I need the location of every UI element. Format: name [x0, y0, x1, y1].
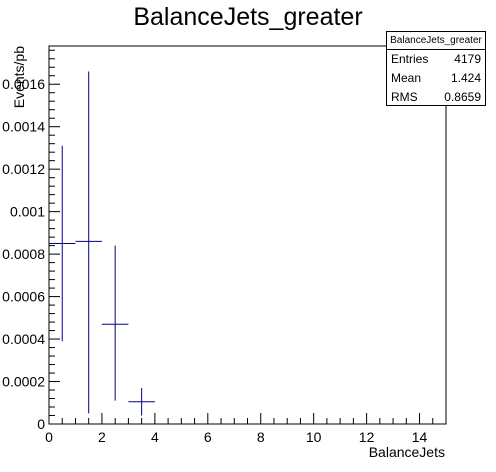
x-tick-label: 4 — [151, 429, 159, 445]
y-tick-label: 0.0012 — [2, 161, 45, 177]
stats-rms-row: RMS 0.8659 — [387, 88, 485, 107]
y-tick-label: 0.0014 — [2, 119, 45, 135]
x-axis: 0 2 4 6 8 10 12 14 — [45, 413, 447, 445]
stats-box: BalanceJets_greater Entries 4179 Mean 1.… — [386, 31, 486, 106]
y-tick-label: 0.0002 — [2, 374, 45, 390]
x-tick-label: 0 — [45, 429, 53, 445]
data-point — [128, 387, 155, 416]
y-tick-label: 0.0006 — [2, 289, 45, 305]
stats-entries-row: Entries 4179 — [387, 50, 485, 69]
data-point — [101, 245, 129, 401]
stats-entries-value: 4179 — [454, 52, 481, 66]
y-tick-label: 0 — [37, 416, 45, 432]
y-tick-label: 0.0008 — [2, 246, 45, 262]
stats-mean-value: 1.424 — [450, 71, 481, 85]
x-tick-label: 10 — [306, 429, 322, 445]
data-points — [49, 71, 155, 416]
x-tick-label: 6 — [204, 429, 212, 445]
y-axis: 0 0.0002 0.0004 0.0006 0.0008 0.001 0.0012 0.00… — [2, 49, 60, 432]
y-tick-label: 0.001 — [10, 204, 45, 220]
stats-rms-label: RMS — [391, 90, 418, 104]
y-tick-label: 0.0016 — [2, 76, 45, 92]
x-tick-label: 12 — [359, 429, 375, 445]
x-tick-label: 8 — [257, 429, 265, 445]
x-axis-label: BalanceJets — [369, 444, 445, 460]
chart-title: BalanceJets_greater — [133, 3, 363, 31]
x-tick-label: 14 — [412, 429, 428, 445]
stats-rms-value: 0.8659 — [444, 90, 481, 104]
stats-entries-label: Entries — [391, 52, 429, 66]
stats-mean-row: Mean 1.424 — [387, 69, 485, 88]
stats-box-title: BalanceJets_greater — [387, 32, 485, 50]
x-tick-label: 2 — [98, 429, 106, 445]
stats-mean-label: Mean — [391, 71, 422, 85]
y-tick-label: 0.0004 — [2, 331, 45, 347]
data-point — [75, 71, 102, 414]
data-point — [49, 145, 76, 342]
y-axis-label: Events/pb — [11, 46, 27, 108]
